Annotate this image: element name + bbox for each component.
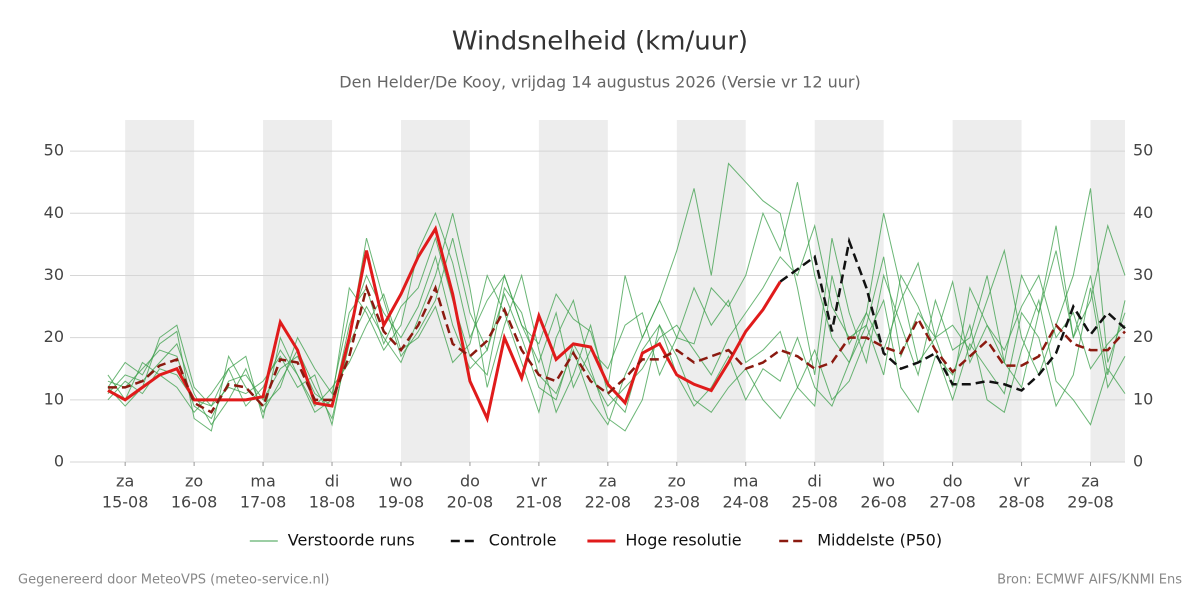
x-tick-label: zo: [668, 472, 686, 491]
legend-label: Verstoorde runs: [288, 531, 415, 550]
y-tick-label: 40: [44, 203, 64, 222]
y-tick-label-right: 0: [1133, 452, 1143, 471]
x-tick-label: wo: [872, 472, 895, 491]
ensemble-line: [107, 273, 1126, 432]
x-tick-label: ma: [733, 472, 758, 491]
x-tick-date: 22-08: [585, 493, 632, 512]
series-line: [107, 283, 1126, 414]
y-tick-label-right: 10: [1133, 389, 1153, 408]
legend-label: Controle: [489, 531, 557, 550]
y-tick-label-right: 20: [1133, 327, 1153, 346]
x-tick-date: 17-08: [240, 493, 287, 512]
ensemble-line: [107, 223, 1126, 420]
y-tick-label: 10: [44, 389, 64, 408]
day-band: [676, 120, 746, 462]
x-tick-label: di: [807, 472, 822, 491]
y-tick-label: 20: [44, 327, 64, 346]
y-tick-label-right: 30: [1133, 265, 1153, 284]
y-tick-label: 0: [54, 452, 64, 471]
x-tick-date: 29-08: [1067, 493, 1114, 512]
day-band: [1090, 120, 1125, 462]
y-tick-label: 50: [44, 141, 64, 160]
footer-left: Gegenereerd door MeteoVPS (meteo-service…: [18, 573, 329, 588]
x-tick-date: 18-08: [309, 493, 356, 512]
x-tick-date: 28-08: [998, 493, 1045, 512]
x-tick-label: do: [460, 472, 480, 491]
footer-right: Bron: ECMWF AIFS/KNMI Ens: [997, 573, 1182, 588]
day-band: [263, 120, 333, 462]
chart-title: Windsnelheid (km/uur): [452, 27, 748, 57]
x-tick-date: 21-08: [516, 493, 563, 512]
x-tick-label: za: [599, 472, 617, 491]
ensemble-line: [107, 162, 1126, 427]
x-tick-date: 27-08: [929, 493, 976, 512]
legend-label: Hoge resolutie: [625, 531, 741, 550]
x-tick-date: 19-08: [378, 493, 425, 512]
x-tick-date: 25-08: [791, 493, 838, 512]
x-tick-label: di: [325, 472, 340, 491]
x-tick-label: ma: [250, 472, 275, 491]
y-tick-label-right: 40: [1133, 203, 1153, 222]
chart-subtitle: Den Helder/De Kooy, vrijdag 14 augustus …: [339, 73, 860, 92]
y-tick-label-right: 50: [1133, 141, 1153, 160]
day-band: [125, 120, 195, 462]
ensemble-line: [107, 188, 1126, 432]
day-band: [814, 120, 884, 462]
x-tick-date: 23-08: [654, 493, 701, 512]
day-band: [952, 120, 1022, 462]
x-tick-date: 24-08: [723, 493, 770, 512]
x-tick-label: vr: [531, 472, 547, 491]
x-tick-label: za: [1081, 472, 1099, 491]
x-tick-date: 26-08: [860, 493, 907, 512]
ensemble-line: [107, 213, 1126, 426]
y-tick-label: 30: [44, 265, 64, 284]
x-tick-date: 15-08: [102, 493, 149, 512]
x-tick-label: zo: [185, 472, 203, 491]
x-tick-label: wo: [390, 472, 413, 491]
x-tick-date: 16-08: [171, 493, 218, 512]
legend-label: Middelste (P50): [817, 531, 942, 550]
series-line: [779, 236, 1126, 392]
x-tick-label: vr: [1014, 472, 1030, 491]
x-tick-label: za: [116, 472, 134, 491]
x-tick-date: 20-08: [447, 493, 494, 512]
x-tick-label: do: [943, 472, 963, 491]
day-band: [538, 120, 608, 462]
